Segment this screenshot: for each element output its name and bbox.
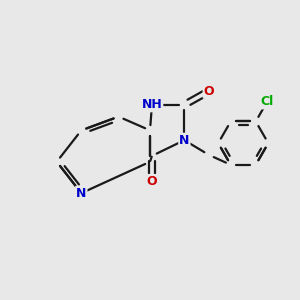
Text: NH: NH [142, 98, 162, 111]
Text: O: O [147, 175, 157, 188]
Text: N: N [76, 187, 86, 200]
Text: O: O [204, 85, 214, 98]
Text: Cl: Cl [260, 95, 274, 108]
Text: N: N [179, 134, 190, 147]
